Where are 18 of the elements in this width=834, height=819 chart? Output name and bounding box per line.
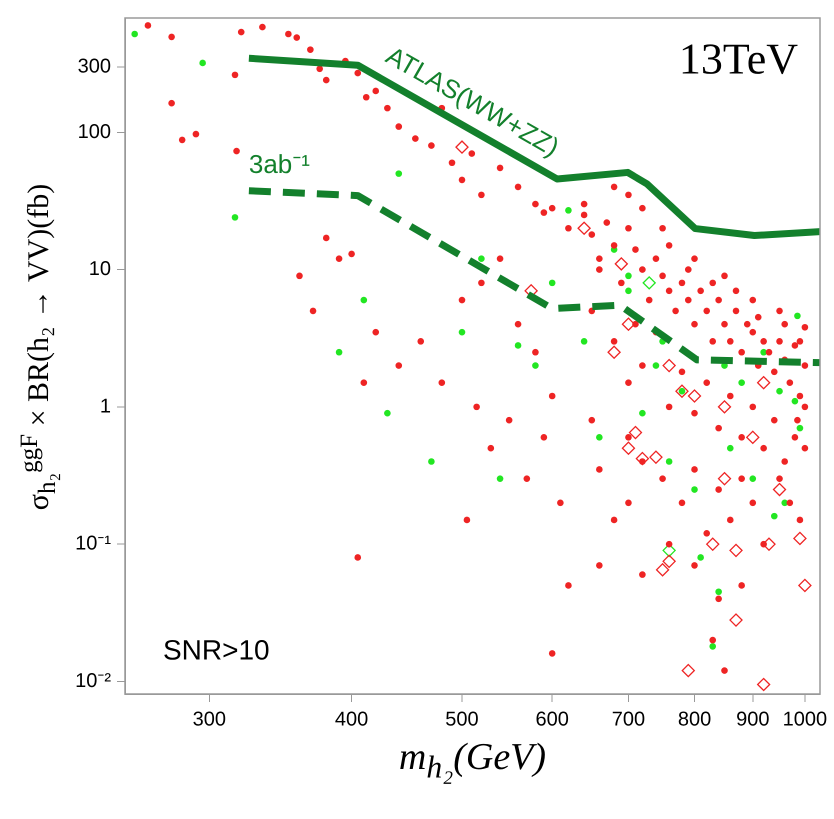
y-tick-label: 10⁻¹ bbox=[75, 532, 112, 555]
x-tick-label: 600 bbox=[536, 708, 569, 731]
x-tick-label: 700 bbox=[612, 708, 646, 731]
y-tick-label: 300 bbox=[78, 55, 111, 78]
y-tick-label: 10⁻² bbox=[75, 670, 112, 692]
annotation: 13TeV bbox=[678, 34, 798, 84]
x-tick-label: 300 bbox=[192, 708, 226, 731]
y-tick-label: 100 bbox=[78, 120, 111, 143]
x-tick-label: 800 bbox=[678, 708, 712, 731]
x-tick-label: 400 bbox=[334, 708, 368, 731]
series-label: 3ab⁻¹ bbox=[248, 148, 310, 179]
annotation: SNR>10 bbox=[163, 634, 270, 666]
y-tick-label: 1 bbox=[100, 395, 111, 418]
x-tick-label: 1000 bbox=[782, 708, 828, 731]
x-axis-title: m$_{h₂}$(GeV) bbox=[398, 735, 548, 786]
y-tick-label: 10 bbox=[88, 258, 111, 280]
x-tick-label: 900 bbox=[736, 708, 770, 731]
x-tick-label: 500 bbox=[445, 708, 479, 731]
